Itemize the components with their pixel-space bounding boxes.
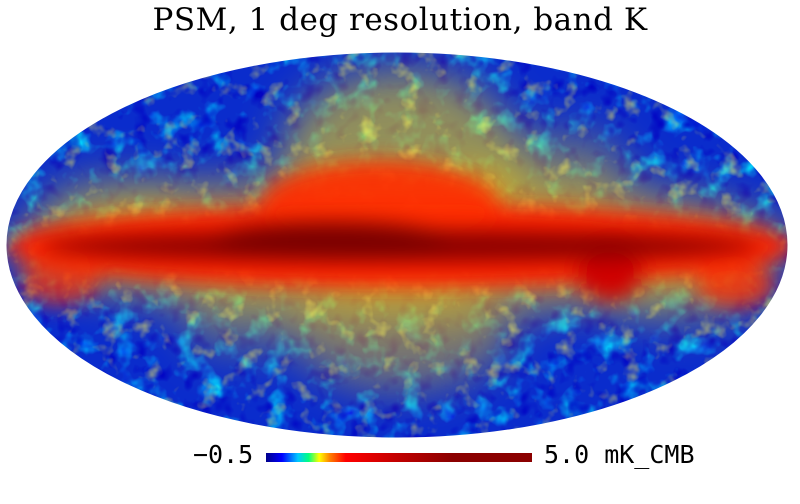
- colorbar-min-label: −0.5: [193, 440, 254, 469]
- map-title: PSM, 1 deg resolution, band K: [152, 2, 648, 38]
- colorbar-gradient: [266, 453, 532, 462]
- colorbar: −0.5 5.0 mK_CMB: [0, 440, 800, 480]
- map-border: [5, 51, 789, 439]
- map-content: [6, 52, 788, 438]
- colorbar-max-label: 5.0 mK_CMB: [544, 440, 695, 469]
